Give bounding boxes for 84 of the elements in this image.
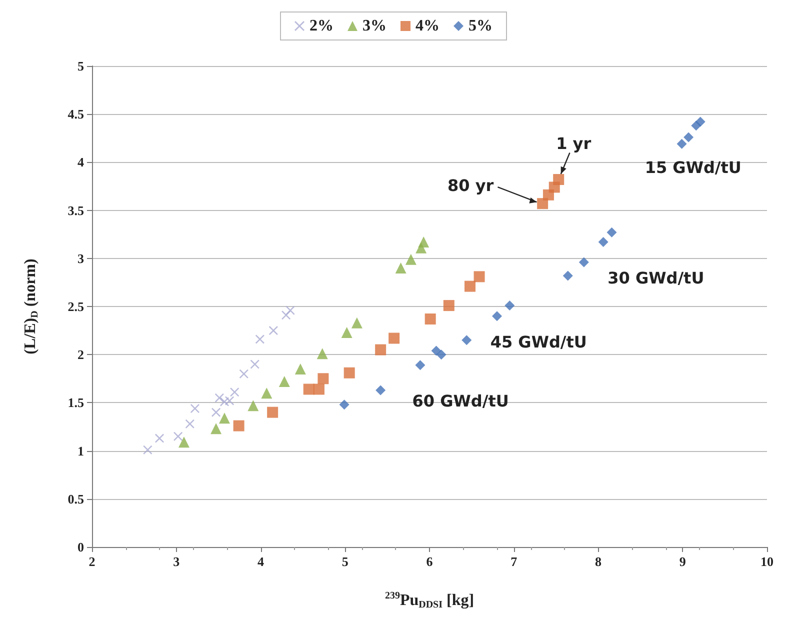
point bbox=[233, 420, 244, 432]
x-tick-label: 10 bbox=[760, 554, 774, 569]
point bbox=[248, 400, 259, 412]
point bbox=[268, 326, 278, 336]
x-tick-label: 4 bbox=[258, 554, 264, 569]
y-tick-label: 4 bbox=[78, 154, 84, 170]
point bbox=[255, 334, 264, 344]
annotation: 60 GWd/tU bbox=[412, 392, 509, 411]
point bbox=[230, 388, 240, 397]
point bbox=[185, 419, 194, 428]
x-tick-label: 5 bbox=[342, 554, 349, 569]
y-axis-title: (L/E)D (norm) bbox=[22, 258, 40, 354]
point bbox=[344, 367, 355, 378]
point bbox=[443, 300, 454, 312]
point bbox=[375, 344, 386, 356]
point bbox=[474, 271, 485, 282]
x-tick-label: 6 bbox=[426, 554, 434, 569]
point bbox=[415, 360, 426, 370]
y-tick-label: 5 bbox=[78, 58, 84, 74]
point bbox=[492, 311, 502, 322]
legend-label: 4% bbox=[416, 18, 440, 34]
point bbox=[278, 376, 290, 388]
point bbox=[351, 317, 362, 328]
point bbox=[316, 348, 328, 360]
point bbox=[178, 436, 190, 448]
point bbox=[462, 335, 472, 346]
point bbox=[606, 227, 617, 238]
point bbox=[684, 132, 694, 142]
point bbox=[261, 388, 272, 399]
y-tick-label: 0 bbox=[78, 540, 84, 554]
annotation: 30 GWd/tU bbox=[608, 268, 704, 288]
point bbox=[424, 314, 436, 325]
point bbox=[143, 445, 152, 454]
point bbox=[388, 332, 400, 344]
point bbox=[286, 306, 295, 315]
x-tick-label: 9 bbox=[679, 554, 686, 569]
point bbox=[212, 408, 221, 417]
x-tick-label: 3 bbox=[173, 554, 180, 569]
y-tick-label: 0.5 bbox=[68, 491, 84, 506]
point bbox=[376, 385, 386, 396]
point bbox=[250, 360, 260, 369]
legend-label: 5% bbox=[468, 18, 492, 34]
point bbox=[695, 116, 706, 127]
point bbox=[598, 237, 608, 248]
point bbox=[395, 262, 406, 274]
point bbox=[214, 393, 224, 402]
point bbox=[341, 326, 352, 338]
y-tick-label: 2 bbox=[78, 347, 84, 362]
point bbox=[239, 369, 248, 378]
legend-label: 2% bbox=[310, 18, 334, 34]
point bbox=[464, 280, 476, 292]
y-tick-label: 1.5 bbox=[68, 395, 84, 410]
point bbox=[294, 364, 306, 375]
y-tick-label: 4.5 bbox=[68, 106, 84, 122]
y-tick-label: 2.5 bbox=[68, 299, 84, 314]
point bbox=[225, 396, 234, 406]
x-tick-label: 2 bbox=[88, 554, 96, 569]
point bbox=[218, 412, 230, 424]
point bbox=[418, 236, 430, 248]
y-tick-label: 3.5 bbox=[68, 202, 84, 218]
point bbox=[267, 406, 278, 418]
point bbox=[210, 423, 222, 434]
point bbox=[339, 400, 350, 410]
point bbox=[578, 257, 589, 268]
annotation: 15 GWd/tU bbox=[644, 158, 742, 178]
point bbox=[303, 384, 314, 395]
x-tick-label: 7 bbox=[510, 554, 518, 569]
point bbox=[562, 270, 573, 281]
point bbox=[676, 138, 687, 149]
point bbox=[174, 432, 183, 441]
point bbox=[318, 373, 329, 384]
point bbox=[405, 254, 416, 265]
y-tick-label: 1 bbox=[78, 443, 84, 458]
annotation: 1 yr bbox=[556, 134, 592, 154]
point bbox=[155, 434, 164, 443]
y-tick-label: 3 bbox=[78, 250, 84, 266]
point bbox=[436, 350, 446, 360]
annotation: 45 GWd/tU bbox=[490, 332, 587, 352]
point bbox=[553, 174, 564, 186]
legend-label: 3% bbox=[362, 18, 386, 34]
point bbox=[504, 300, 515, 311]
annotation: 80 yr bbox=[447, 176, 494, 196]
point bbox=[313, 384, 324, 395]
x-tick-label: 8 bbox=[595, 554, 602, 569]
